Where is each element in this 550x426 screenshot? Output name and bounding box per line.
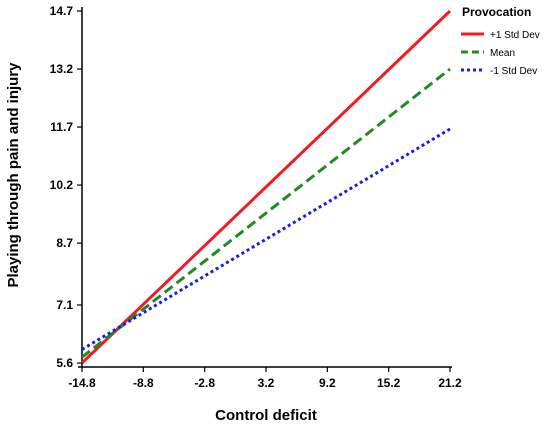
y-tick-label: 14.7	[50, 4, 74, 18]
ticks: 5.6 7.1 8.7 10.2 11.7 13.2 14.7 -14.8 -8.8 -2.8 3.…	[50, 4, 462, 390]
axes	[78, 7, 452, 368]
x-tick-label: -2.8	[194, 376, 215, 390]
x-tick-label: 21.2	[438, 376, 462, 390]
x-tick-label: -14.8	[68, 376, 96, 390]
y-tick-label: 8.7	[56, 236, 73, 250]
x-tick-label: -8.8	[133, 376, 154, 390]
legend-label: +1 Std Dev	[490, 30, 540, 41]
series-lines	[80, 9, 452, 365]
x-tick-label: 9.2	[319, 376, 336, 390]
y-tick-label: 13.2	[50, 62, 74, 76]
legend-title: Provocation	[462, 5, 531, 19]
legend-label: Mean	[490, 48, 515, 59]
legend-label: -1 Std Dev	[490, 66, 537, 77]
x-tick-label: 3.2	[258, 376, 275, 390]
x-axis-title: Control deficit	[215, 407, 317, 424]
y-tick-label: 11.7	[50, 120, 73, 134]
y-axis-title: Playing through pain and injury	[5, 62, 22, 288]
series-line	[81, 67, 451, 359]
y-tick-label: 7.1	[56, 298, 73, 312]
series-line	[80, 9, 452, 365]
y-tick-label: 5.6	[56, 356, 73, 370]
series-line	[81, 127, 451, 351]
x-tick-label: 15.2	[377, 376, 401, 390]
y-tick-label: 10.2	[50, 178, 74, 192]
legend: Provocation +1 Std Dev Mean -1 Std Dev	[461, 5, 540, 77]
